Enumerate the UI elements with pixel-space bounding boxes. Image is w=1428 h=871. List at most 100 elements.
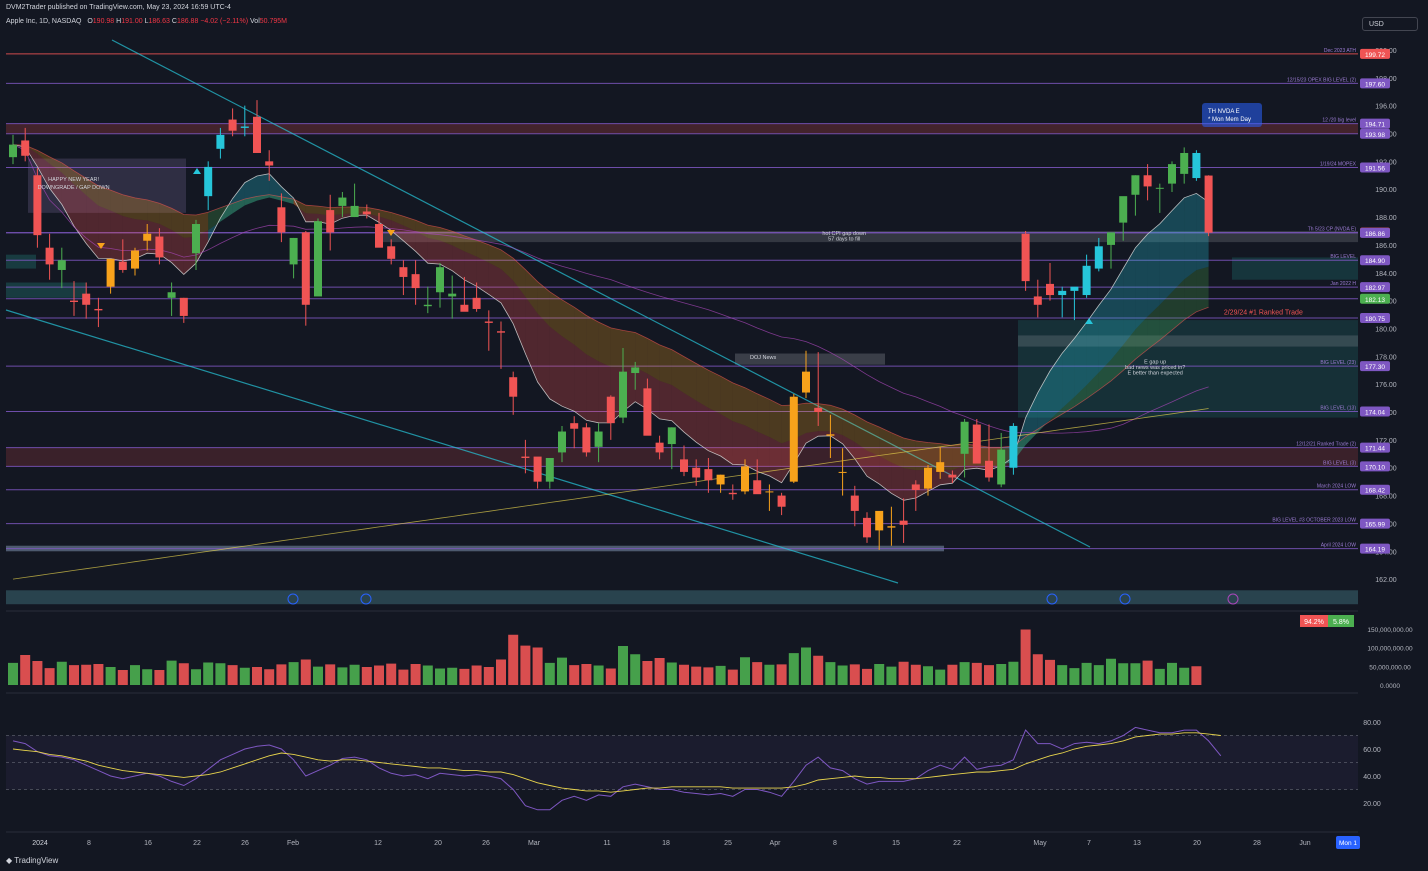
signal-marker-up [1085,318,1093,324]
volume-bar [496,659,506,685]
ema-ribbon-fill [1147,304,1160,350]
price-badge-text: 164.19 [1365,547,1385,554]
level-label: BIG LEVEL (3) [1323,460,1356,466]
price-badge-text: 171.44 [1365,446,1385,453]
candle-body [533,456,542,482]
price-badge-text: 170.10 [1365,464,1385,471]
currency-selector[interactable]: USD [1362,17,1418,31]
ema-ribbon-fill [671,349,684,393]
ema-ribbon-fill [135,197,148,221]
ema-ribbon-fill [147,199,160,224]
candle-body [1131,175,1140,195]
volume-bar [837,665,848,685]
volume-bar [178,663,189,685]
volume-bar [8,662,18,685]
volume-bar [898,661,909,685]
candle-body [118,261,127,270]
event-icon [1227,593,1239,605]
price-axis-label: 162.00 [1375,577,1397,584]
candle-body [887,526,896,528]
signal-marker-down [97,243,105,249]
candle-body [521,456,530,458]
ema-ribbon-fill [1196,266,1209,312]
price-axis-label: 168.00 [1375,494,1397,501]
candle-body [985,460,993,478]
price-badge [1360,313,1390,324]
volume-bar [410,664,421,685]
ema-ribbon-fill [1062,338,1075,409]
chart-annotation: hot CPI gap down [822,231,866,237]
candle-body [826,434,835,436]
tradingview-logo[interactable]: ◆ TradingView [6,856,59,865]
candle-body [240,126,249,128]
ema-ribbon-fill [549,291,562,337]
time-axis-label: Mar [528,840,541,847]
ema-ribbon-fill [427,237,440,265]
volume-bar [715,665,726,685]
price-badge-text: 182.97 [1365,285,1385,292]
ema-ribbon-fill [171,208,184,238]
candle-body [643,388,652,436]
ema-ribbon-fill [440,240,453,271]
cpi-gap-zone [378,230,1358,243]
candle-body [204,166,213,197]
bottom-band [6,590,1358,605]
ema-ribbon-fill [757,393,770,438]
candle-body [375,224,383,248]
volume-bar [130,665,140,685]
volume-bar [508,634,519,685]
candle-body [1033,296,1042,305]
candle-body [1021,233,1030,282]
volume-bar [1179,667,1190,685]
price-badge [1360,461,1390,472]
volume-bar [93,664,104,685]
ema-ribbon-fill [366,213,379,223]
candle-body [1058,290,1067,296]
ema-ribbon-fill [1147,223,1160,317]
candle-body [1082,265,1091,296]
trendline-lower [5,309,899,584]
candle-body [716,474,725,485]
candle-body [484,321,493,323]
candle-body [728,492,737,495]
rsi-ma-line [12,732,1221,793]
ohlc-close-label: C [171,18,177,25]
price-badge [1360,543,1390,554]
candle-body [692,467,701,478]
ema-ribbon-fill [1159,291,1172,341]
volume-bar [435,668,445,685]
volume-bar [752,662,763,685]
ema-ribbon-fill [269,194,282,201]
ema-ribbon-fill [574,344,587,421]
sma-200-line [12,408,1209,580]
price-badge-text: 194.71 [1365,122,1385,129]
ema-ribbon-fill [122,194,135,220]
rsi-axis-label: 40.00 [1363,774,1381,781]
volume-bar [1130,663,1141,685]
ema-ribbon-fill [110,190,123,216]
ema-ribbon-fill [98,205,111,259]
candle-body [704,469,713,481]
chart-annotation: 2/29/24 #1 Ranked Trade [1224,310,1303,317]
publish-caption: DVM2Trader published on TradingView.com,… [6,4,231,11]
price-badge-text: 182.13 [1365,297,1385,304]
volume-bar [849,664,860,685]
ema-ribbon-fill [891,462,904,501]
ema-ribbon-fill [745,425,758,472]
volume-bar [679,664,689,685]
volume-bar [520,645,531,685]
candle-body [399,267,408,277]
candle-body [606,396,615,424]
time-cursor-badge [1336,836,1360,849]
ema-ribbon-fill [37,153,50,189]
volume-bar [203,662,214,685]
symbol-name[interactable]: Apple Inc, 1D, NASDAQ [6,18,82,25]
volume-bar [813,655,824,685]
price-badge [1360,361,1390,372]
ema-ribbon-fill [537,313,550,399]
chart-annotation: DOJ News [750,355,777,361]
candle-body [301,232,310,305]
volume-bar [81,664,92,685]
